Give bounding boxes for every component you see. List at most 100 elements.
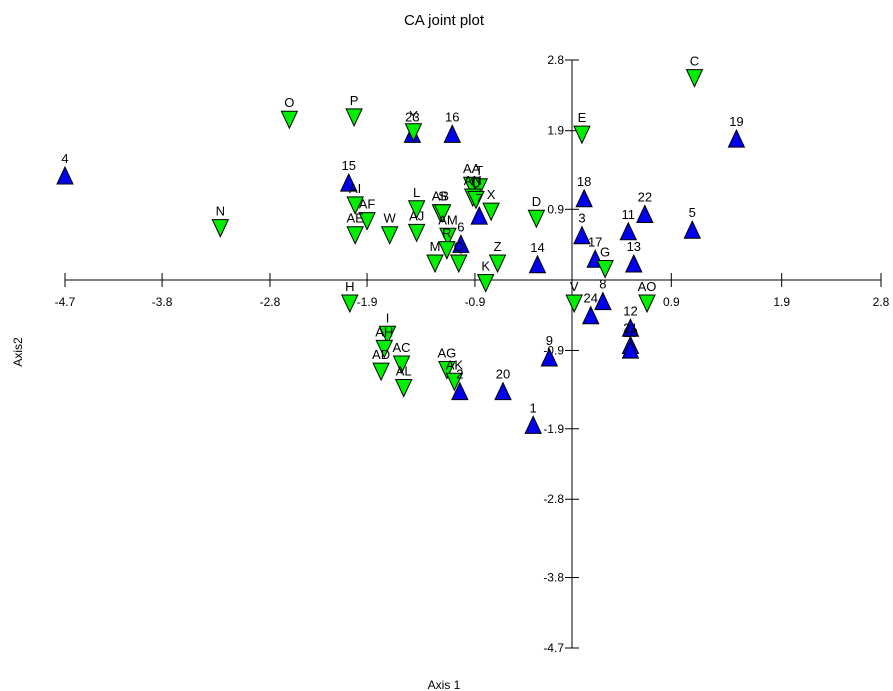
y-axis-title: Axis2 xyxy=(11,337,25,367)
site-point-marker xyxy=(621,340,640,359)
site-point-marker xyxy=(581,305,600,325)
point-label: 1 xyxy=(530,400,537,415)
point-label: W xyxy=(384,211,397,226)
point-label: 8 xyxy=(599,277,606,292)
point-label: AI xyxy=(349,181,361,196)
site-point-marker xyxy=(573,225,591,245)
point-label: C xyxy=(690,54,699,69)
point-label: AA xyxy=(463,161,481,176)
site-point-marker xyxy=(524,415,542,434)
y-tick-label: -3.8 xyxy=(543,571,564,585)
point-label: D xyxy=(532,194,541,209)
species-point-marker xyxy=(438,361,456,380)
point-label: P xyxy=(350,93,359,108)
point-label: I xyxy=(386,310,390,325)
point-label: Z xyxy=(494,239,502,254)
species-point-marker xyxy=(426,254,444,274)
point-label: N xyxy=(216,204,225,219)
axis-ticks: -4.7 -3.8 -2.8 -1.9 -0.9 0.9 1.9 2.82.81.90.9-0… xyxy=(55,53,890,655)
point-label: 19 xyxy=(729,114,743,129)
point-label: AE xyxy=(347,211,365,226)
point-label: AK xyxy=(446,357,464,372)
x-tick-label: 0.9 xyxy=(663,295,680,309)
species-point-marker xyxy=(445,372,464,392)
species-point-marker xyxy=(375,339,394,359)
point-label: S xyxy=(438,189,447,204)
point-label: 5 xyxy=(689,205,696,220)
species-point-marker xyxy=(404,123,423,142)
species-point-marker xyxy=(527,209,546,229)
species-point-marker xyxy=(596,260,614,279)
point-label: 13 xyxy=(627,239,641,254)
species-point-marker xyxy=(573,125,591,145)
point-label: Q xyxy=(454,239,464,254)
species-point-marker xyxy=(372,362,390,382)
species-point-marker xyxy=(392,355,411,375)
point-label: AM xyxy=(438,212,458,227)
point-label: Y xyxy=(409,108,418,123)
species-point-marker xyxy=(476,274,495,293)
point-label: 22 xyxy=(638,190,652,205)
species-point-marker xyxy=(439,227,457,247)
site-point-marker xyxy=(470,205,489,225)
point-label: L xyxy=(413,185,420,200)
species-point-marker xyxy=(394,379,413,398)
point-label: 3 xyxy=(578,211,585,226)
point-label: AH xyxy=(375,324,393,339)
species-point-marker xyxy=(449,254,468,274)
species-point-marker xyxy=(565,294,583,314)
species-point-marker xyxy=(407,223,426,243)
y-tick-label: -4.7 xyxy=(543,641,564,655)
species-point-marker xyxy=(433,204,452,223)
x-tick-label: -0.9 xyxy=(465,295,486,309)
point-label: AJ xyxy=(409,208,424,223)
site-point-marker xyxy=(594,291,612,311)
species-point-marker xyxy=(345,108,363,128)
point-label: 7 xyxy=(476,191,483,206)
site-point-marker xyxy=(540,347,559,367)
site-point-marker xyxy=(528,254,547,274)
species-point-marker xyxy=(407,200,426,219)
site-point-marker xyxy=(494,381,512,401)
point-label: K xyxy=(481,259,490,274)
site-point-marker xyxy=(451,381,469,401)
point-label: T xyxy=(475,163,483,178)
point-label: 12 xyxy=(623,303,637,318)
point-label: AF xyxy=(359,197,376,212)
y-tick-label: 2.8 xyxy=(547,53,564,67)
species-point-marker xyxy=(346,196,364,216)
point-label: 4 xyxy=(61,151,68,166)
point-label: 14 xyxy=(530,240,544,255)
point-label: 11 xyxy=(622,207,636,222)
site-point-marker xyxy=(443,124,462,143)
point-label: 16 xyxy=(445,109,459,124)
point-label: AC xyxy=(393,340,411,355)
point-label: E xyxy=(578,110,587,125)
point-label: 2 xyxy=(456,367,463,382)
site-point-marker xyxy=(625,253,643,273)
point-label: M xyxy=(430,239,441,254)
species-point-marker xyxy=(358,212,376,231)
y-tick-label: -2.8 xyxy=(543,492,564,506)
point-label: 15 xyxy=(341,158,355,173)
point-label: 6 xyxy=(457,219,464,234)
point-label: 23 xyxy=(405,109,419,124)
site-point-marker xyxy=(683,220,702,239)
site-point-marker xyxy=(727,128,746,148)
y-tick-label: 1.9 xyxy=(547,124,564,138)
point-label: 17 xyxy=(588,234,602,249)
species-point-marker xyxy=(467,190,485,210)
point-label: R xyxy=(442,226,451,241)
species-point-marker xyxy=(488,254,507,274)
site-point-marker xyxy=(56,165,74,185)
point-label: G xyxy=(600,245,610,260)
point-label: AG xyxy=(437,346,456,361)
point-label: AO xyxy=(638,279,657,294)
site-point-marker xyxy=(452,234,470,253)
point-label: AN xyxy=(464,173,482,188)
x-tick-label: -2.8 xyxy=(260,295,281,309)
point-label: 10 xyxy=(623,325,637,340)
x-tick-label: -4.7 xyxy=(55,295,76,309)
site-point-marker xyxy=(575,188,593,208)
